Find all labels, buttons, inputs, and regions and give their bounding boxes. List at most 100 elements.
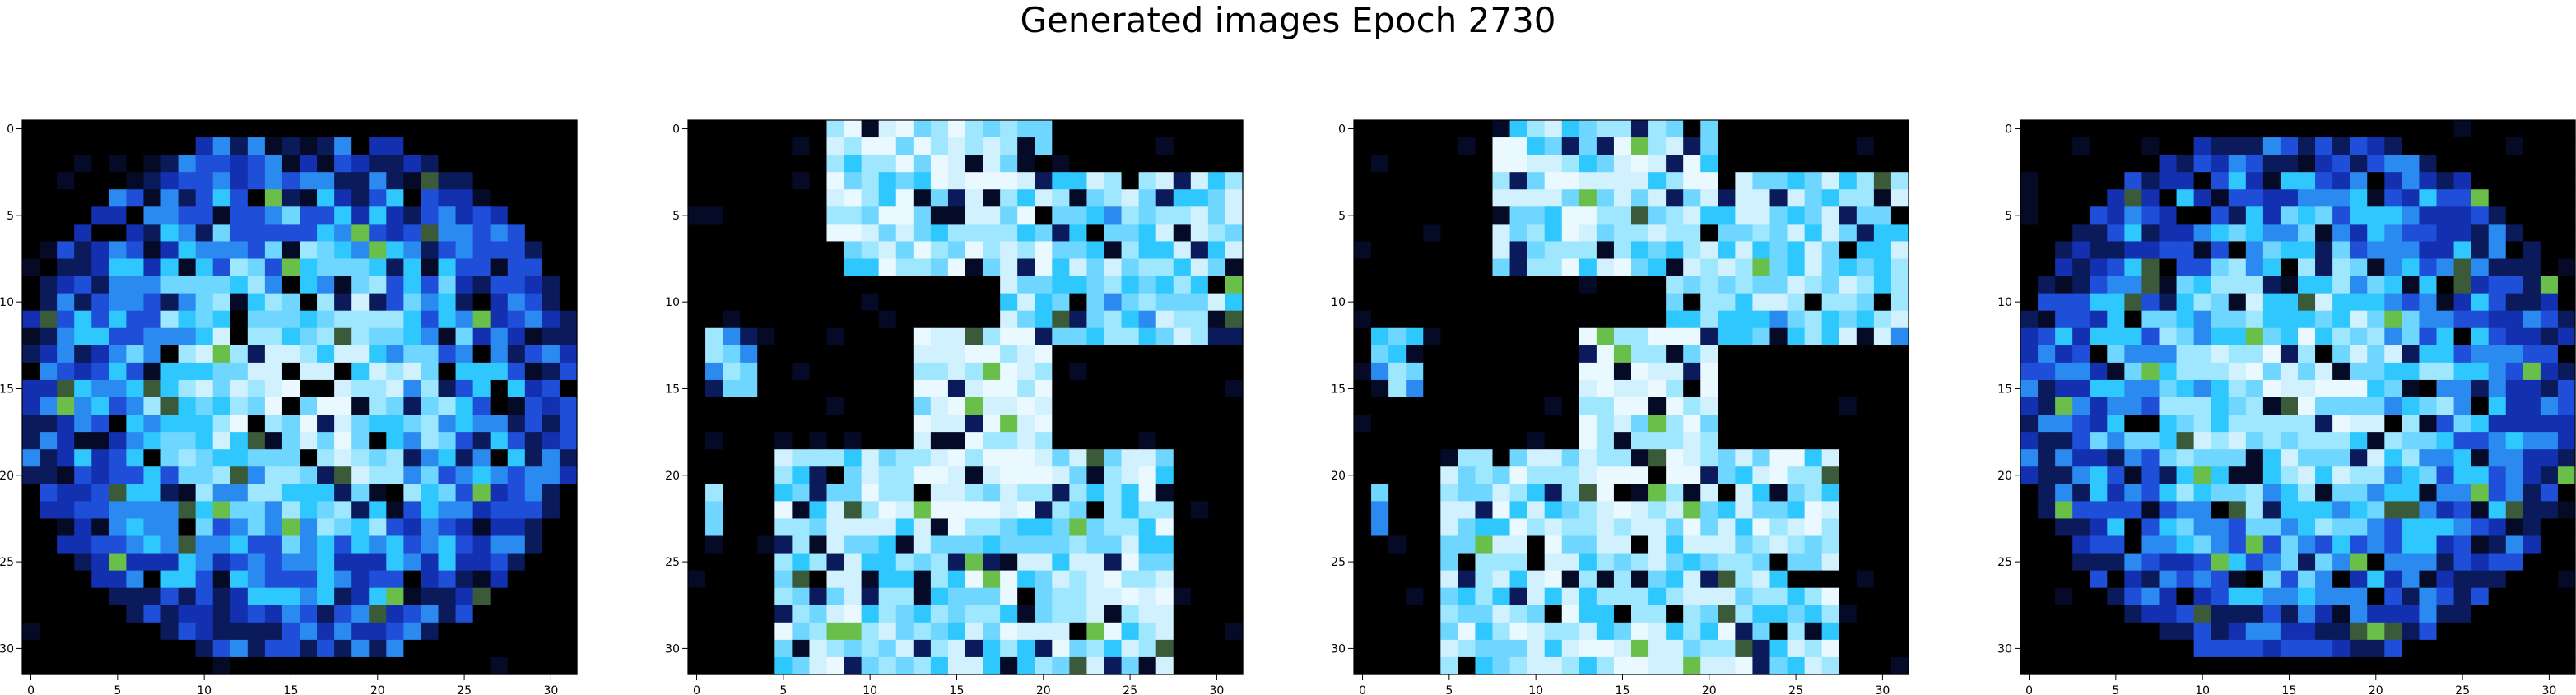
pixel-cell [2245,293,2264,312]
pixel-cell [2228,518,2247,537]
pixel-cell [160,276,179,294]
pixel-cell [109,258,127,277]
pixel-cell [386,397,404,415]
pixel-cell [1579,206,1597,225]
pixel-cell [230,605,249,623]
pixel-cell [2141,379,2160,398]
pixel-cell [2471,310,2490,329]
pixel-cell [2436,501,2455,520]
pixel-cell [300,310,318,329]
pixel-cell [2055,258,2073,277]
pixel-cell [1700,276,1718,294]
pixel-cell [1804,155,1823,173]
pixel-cell [965,345,983,364]
pixel-cell [57,518,75,537]
pixel-cell [2176,293,2195,312]
pixel-cell [2436,622,2455,641]
pixel-cell [74,293,92,312]
pixel-cell [1596,570,1615,589]
pixel-cell [1700,449,1718,467]
pixel-cell [1735,622,1754,641]
pixel-cell [1666,656,1684,675]
pixel-cell [1069,518,1088,537]
pixel-cell [1423,622,1441,641]
pixel-cell [1207,293,1226,312]
pixel-cell [2020,587,2039,606]
pixel-cell [913,587,932,606]
pixel-cell [559,172,578,190]
pixel-cell [1735,570,1754,589]
pixel-cell [2350,293,2368,312]
pixel-cell [126,155,145,173]
pixel-cell [2488,172,2507,190]
pixel-cell [1440,622,1458,641]
pixel-cell [792,379,811,398]
pixel-cell [1492,622,1511,641]
pixel-cell [1423,605,1441,623]
pixel-cell [688,501,706,520]
pixel-cell [1155,379,1174,398]
pixel-cell [57,362,75,381]
pixel-cell [126,518,145,537]
pixel-cell [1225,397,1244,415]
pixel-cell [1839,362,1858,381]
pixel-cell [1121,415,1140,433]
pixel-cell [2315,345,2333,364]
pixel-cell [2557,570,2576,589]
pixel-cell [792,570,811,589]
pixel-cell [57,656,75,675]
pixel-cell [1509,622,1528,641]
pixel-cell [2038,258,2056,277]
pixel-cell [455,224,474,243]
pixel-cell [2453,379,2472,398]
pixel-cell [455,189,474,207]
pixel-cell [2280,327,2299,346]
pixel-cell [1207,345,1226,364]
pixel-cell [1458,189,1476,207]
pixel-cell [1458,535,1476,554]
x-tick-label: 15 [284,684,299,695]
pixel-cell [91,137,109,155]
pixel-cell [524,120,543,138]
pixel-cell [300,293,318,312]
pixel-cell [1683,484,1701,502]
pixel-cell [247,605,266,623]
pixel-cell [1752,362,1771,381]
pixel-cell [40,553,58,572]
pixel-cell [264,639,283,658]
pixel-cell [2298,137,2316,155]
pixel-cell [369,241,387,260]
pixel-cell [1173,449,1192,467]
pixel-cell [1190,639,1209,658]
pixel-cell [878,622,897,641]
pixel-cell [317,345,335,364]
pixel-cell [1718,397,1736,415]
pixel-cell [688,587,706,606]
pixel-cell [1839,639,1858,658]
pixel-cell [57,535,75,554]
pixel-cell [212,415,231,433]
pixel-cell [264,605,283,623]
pixel-cell [2384,656,2402,675]
pixel-cell [2488,345,2507,364]
pixel-cell [1821,570,1840,589]
pixel-cell [1596,449,1615,467]
pixel-cell [403,639,422,658]
pixel-cell [2124,379,2143,398]
pixel-cell [878,656,897,675]
pixel-cell [1509,570,1528,589]
pixel-cell [2298,432,2316,450]
pixel-cell [109,501,127,520]
pixel-cell [212,327,231,346]
pixel-cell [334,415,352,433]
pixel-cell [490,276,509,294]
pixel-cell [2315,241,2333,260]
pixel-cell [1527,345,1546,364]
pixel-cell [2505,379,2524,398]
pixel-cell [2280,224,2299,243]
pixel-cell [809,449,828,467]
pixel-cell [1527,155,1546,173]
pixel-cell [2176,553,2195,572]
pixel-cell [1769,345,1788,364]
pixel-cell [1666,120,1684,138]
